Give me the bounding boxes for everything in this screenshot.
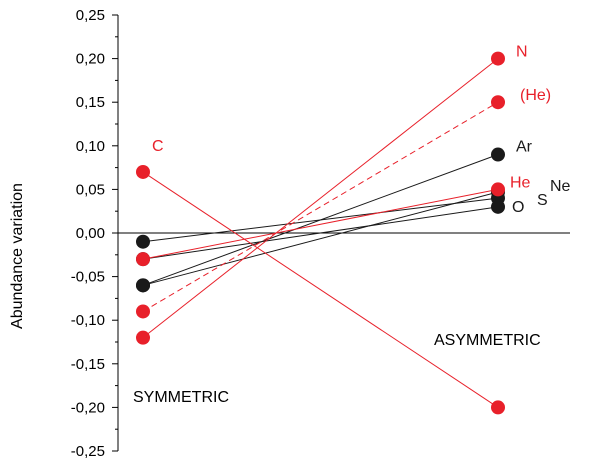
y-tick-label: -0,25 (71, 443, 105, 460)
series-label-n: N (516, 44, 528, 61)
series-point-he (136, 304, 150, 319)
series-point-c (136, 164, 150, 179)
series-label-ar: Ar (516, 139, 533, 156)
series-line-he (142, 188, 499, 260)
y-tick-label: -0,10 (71, 312, 105, 329)
series-point-s (136, 234, 150, 249)
y-tick-label: 0,10 (76, 138, 105, 155)
series-line-he (142, 101, 499, 312)
series-points (136, 51, 505, 415)
series-label-o: O (512, 199, 524, 216)
series-lines (142, 58, 499, 408)
series-line-c (142, 171, 499, 408)
series-point-n (136, 330, 150, 345)
category-label-symmetric: SYMMETRIC (133, 389, 229, 406)
series-point-he (491, 182, 505, 197)
series-line-s (142, 197, 499, 243)
series-line-o (142, 206, 499, 260)
series-point-n (491, 51, 505, 66)
series-point-c (491, 400, 505, 415)
y-axis: 0,25 0,20 0,15 0,10 0,05 0,00 -0,05 -0,10 -0,15 -… (71, 7, 119, 460)
series-label-he: (He) (520, 87, 551, 104)
y-tick-label: 0,05 (76, 181, 105, 198)
y-tick-label: 0,15 (76, 94, 105, 111)
y-tick-label: 0,25 (76, 7, 105, 24)
series-point-ar (491, 147, 505, 162)
y-tick-label: -0,05 (71, 269, 105, 286)
series-point-he (491, 95, 505, 110)
y-tick-label: -0,20 (71, 399, 105, 416)
category-label-asymmetric: ASYMMETRIC (434, 332, 541, 349)
series-line-ne (142, 191, 499, 286)
y-axis-title: Abundance variation (9, 183, 26, 329)
y-tick-label: 0,00 (76, 225, 105, 242)
series-point-he (136, 252, 150, 267)
series-line-n (142, 58, 499, 339)
series-label-s: S (537, 192, 548, 209)
series-point-o (491, 199, 505, 214)
y-tick-label: -0,15 (71, 356, 105, 373)
series-label-ne: Ne (550, 178, 571, 195)
y-tick-label: 0,20 (76, 51, 105, 68)
series-label-c: C (152, 138, 164, 155)
series-point-ne (136, 278, 150, 293)
series-label-he: He (510, 174, 531, 191)
